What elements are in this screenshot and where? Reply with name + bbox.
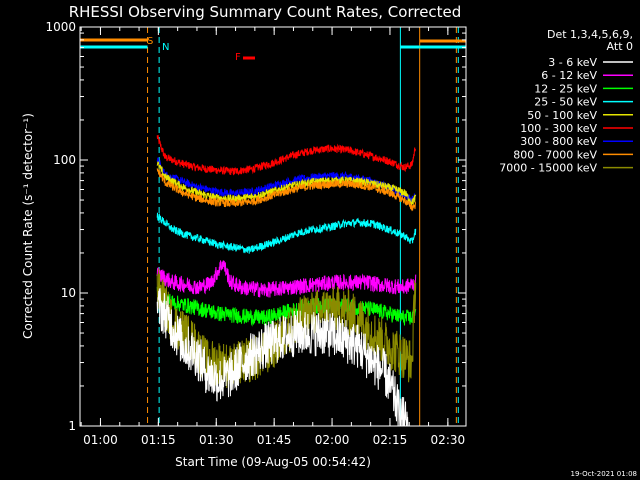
legend-header: Det 1,3,4,5,6,9, (547, 28, 633, 41)
footer-timestamp: 19-Oct-2021 01:08 (571, 470, 637, 478)
legend-entry-label: 3 - 6 keV (548, 56, 597, 69)
legend-entry-label: 6 - 12 keV (541, 69, 597, 82)
x-tick-label: 02:30 (431, 433, 466, 447)
x-tick-label: 01:15 (141, 433, 176, 447)
plot-frame (79, 26, 467, 427)
y-axis-label: Corrected Count Rate (s⁻¹ detector⁻¹) (21, 113, 35, 339)
x-tick-label: 01:45 (257, 433, 292, 447)
series-line (156, 135, 417, 176)
time-markers (80, 27, 466, 426)
x-axis: 01:00 01:15 01:30 01:45 02:00 02:15 02:30 (80, 27, 466, 447)
legend-entry-label: 100 - 300 keV (520, 122, 597, 135)
series-line (156, 168, 417, 212)
x-tick-label: 02:00 (315, 433, 350, 447)
legend-entry-label: 7000 - 15000 keV (499, 162, 597, 175)
x-tick-label: 02:15 (373, 433, 408, 447)
x-axis-label: Start Time (09-Aug-05 00:54:42) (175, 455, 371, 469)
flag-markers: SN F (147, 36, 255, 63)
legend-entry-label: 800 - 7000 keV (513, 148, 597, 161)
flag-label: S (147, 36, 153, 47)
x-tick-label: 01:30 (199, 433, 234, 447)
chart-title: RHESSI Observing Summary Count Rates, Co… (69, 3, 462, 21)
series-line (156, 288, 409, 427)
y-tick-label: 100 (53, 153, 76, 167)
y-tick-label: 1000 (45, 20, 76, 34)
legend-entry-label: 300 - 800 keV (520, 135, 597, 148)
x-tick-label: 01:00 (83, 433, 118, 447)
flag-label: F (235, 52, 241, 63)
series-group (156, 135, 417, 427)
y-tick-label: 10 (61, 286, 76, 300)
series-line (156, 286, 417, 327)
y-tick-label: 1 (68, 419, 76, 433)
legend-entry-label: 12 - 25 keV (534, 82, 597, 95)
legend-header: Att 0 (607, 40, 633, 53)
series-line (156, 260, 417, 298)
legend-entry-label: 25 - 50 keV (534, 96, 597, 109)
series-line (156, 212, 417, 254)
flag-label: N (162, 42, 169, 53)
legend-entry-label: 50 - 100 keV (527, 109, 597, 122)
